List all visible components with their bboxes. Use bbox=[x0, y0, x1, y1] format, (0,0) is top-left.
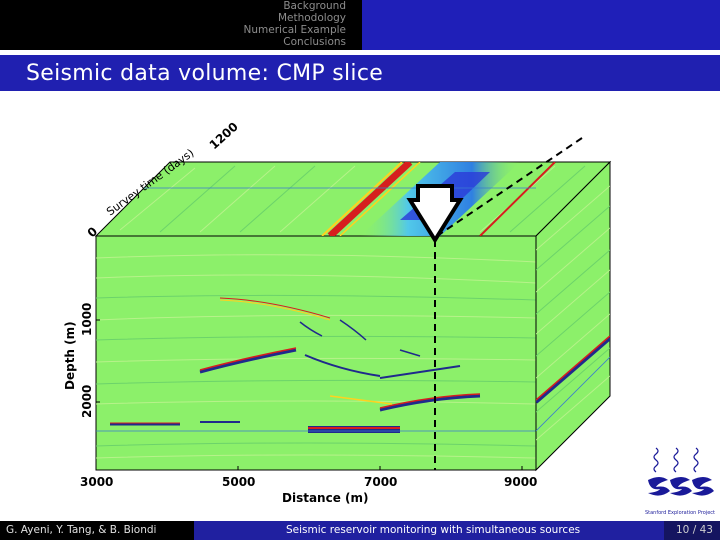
seismic-cube-svg: Depth (m) 1000 2000 3000 5000 7000 9000 … bbox=[63, 119, 612, 505]
distance-axis bbox=[95, 466, 523, 470]
seismic-cube-figure: Depth (m) 1000 2000 3000 5000 7000 9000 … bbox=[0, 92, 720, 520]
footer-title-panel: Seismic reservoir monitoring with simult… bbox=[194, 521, 664, 540]
distance-tick-9000: 9000 bbox=[504, 475, 537, 489]
cmp-line-top bbox=[436, 137, 583, 237]
nav-section-numerical-example[interactable]: Numerical Example bbox=[243, 24, 346, 36]
distance-tick-3000: 3000 bbox=[80, 475, 113, 489]
stanford-exploration-project-logo: Stanford Exploration Project bbox=[640, 440, 720, 520]
footer-page-panel: 10 / 43 bbox=[664, 521, 720, 540]
distance-axis-label: Distance (m) bbox=[282, 491, 369, 505]
time-tick-1200: 1200 bbox=[207, 119, 241, 152]
header-bar: Background Methodology Numerical Example… bbox=[0, 0, 720, 50]
depth-tick-1000: 1000 bbox=[80, 303, 94, 336]
frame-title: Seismic data volume: CMP slice bbox=[26, 61, 384, 86]
distance-tick-5000: 5000 bbox=[222, 475, 255, 489]
footer-page-number: 10 / 43 bbox=[676, 524, 713, 536]
nav-section-background[interactable]: Background bbox=[283, 0, 346, 12]
footer-talk-title: Seismic reservoir monitoring with simult… bbox=[286, 524, 581, 536]
frame-title-bar: Seismic data volume: CMP slice bbox=[0, 55, 720, 91]
header-subsection-panel bbox=[362, 0, 720, 50]
depth-axis bbox=[96, 319, 100, 403]
section-navigation: Background Methodology Numerical Example… bbox=[0, 0, 346, 50]
nav-section-methodology[interactable]: Methodology bbox=[277, 12, 346, 24]
right-face bbox=[535, 160, 611, 472]
distance-tick-7000: 7000 bbox=[364, 475, 397, 489]
footer-authors: G. Ayeni, Y. Tang, & B. Biondi bbox=[6, 524, 157, 536]
logo-caption: Stanford Exploration Project bbox=[645, 510, 715, 516]
nav-section-conclusions[interactable]: Conclusions bbox=[283, 36, 346, 48]
depth-tick-2000: 2000 bbox=[80, 385, 94, 418]
cmp-arrow-icon bbox=[406, 184, 464, 244]
top-face bbox=[94, 137, 612, 237]
front-face bbox=[95, 235, 537, 471]
depth-axis-label: Depth (m) bbox=[63, 321, 77, 390]
footer-bar: G. Ayeni, Y. Tang, & B. Biondi Seismic r… bbox=[0, 521, 720, 540]
